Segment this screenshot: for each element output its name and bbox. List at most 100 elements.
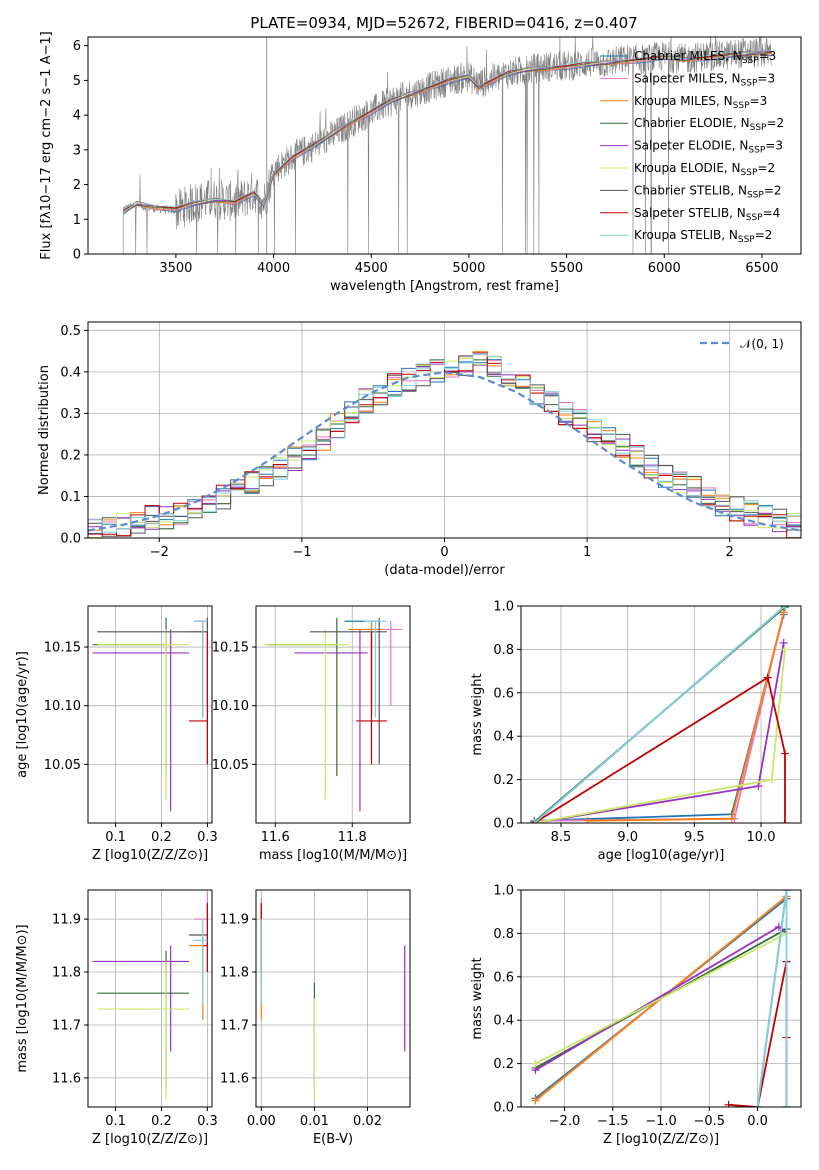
- y-tick-label: 4: [73, 109, 81, 124]
- axes-frame: [87, 36, 802, 255]
- axes-frame: [255, 889, 411, 1108]
- model-spectrum-line: [123, 50, 772, 210]
- x-axis-label: E(B-V): [313, 1132, 353, 1147]
- x-tick-label: −1.5: [597, 1114, 629, 1129]
- x-tick-label: 11.8: [338, 830, 367, 845]
- y-tick-label: 0.3: [60, 407, 81, 422]
- mass-weight-line: [756, 890, 788, 1107]
- x-tick-label: 0.2: [151, 1114, 172, 1129]
- plus-marker: [753, 1103, 762, 1107]
- y-tick-label: 11.7: [220, 1018, 249, 1033]
- y-tick-label: 10.15: [44, 641, 81, 656]
- plus-marker: [530, 819, 539, 823]
- y-tick-label: 11.6: [52, 1071, 81, 1086]
- y-tick-label: 0.4: [60, 365, 81, 380]
- y-axis-label: age [log10(age/yr)]: [15, 651, 30, 778]
- x-axis-label: mass [log10(M/M/M⊙)]: [259, 848, 407, 863]
- plus-marker: [754, 782, 763, 791]
- axes-frame: [255, 605, 411, 824]
- axes-frame: [520, 889, 802, 1108]
- plus-marker: [531, 1059, 540, 1068]
- y-tick-label: 10.10: [44, 699, 81, 714]
- x-tick-label: 8.5: [551, 830, 572, 845]
- axes-frame: [87, 605, 213, 824]
- mass-weight-line: [533, 606, 786, 823]
- plus-marker: [724, 1100, 733, 1107]
- x-tick-label: 0.0: [747, 1114, 768, 1129]
- y-tick-label: 5: [73, 74, 81, 89]
- mass-weight-line: [587, 612, 785, 822]
- y-tick-label: 0.4: [493, 1014, 514, 1029]
- legend-entry: Chabrier ELODIE, NSSP=2: [634, 116, 784, 133]
- observed-spectrum-line: [122, 37, 772, 254]
- y-axis-label: Normed distribution: [37, 365, 52, 495]
- y-tick-label: 0: [73, 248, 81, 263]
- y-axis-label: Flux [fλ10−17 erg cm−2 s−1 A−1]: [39, 31, 54, 259]
- x-tick-label: 10.0: [747, 830, 776, 845]
- x-tick-label: 9.5: [684, 830, 705, 845]
- y-tick-label: 1: [73, 213, 81, 228]
- legend-entry: Chabrier STELIB, NSSP=2: [634, 183, 782, 200]
- residual-histogram: [88, 353, 801, 533]
- legend-entry: Kroupa ELODIE, NSSP=2: [634, 161, 775, 178]
- spectrum-legend: Chabrier MILES, NSSP=3 Salpeter MILES, NS…: [600, 49, 784, 245]
- axes-frame: [87, 321, 802, 539]
- plus-marker: [763, 673, 772, 682]
- y-tick-label: 0.8: [493, 643, 514, 658]
- y-tick-label: 0.0: [493, 817, 514, 832]
- x-tick-label: −1.0: [645, 1114, 677, 1129]
- x-axis-label: age [log10(age/yr)]: [598, 848, 725, 863]
- legend-entry: Salpeter MILES, NSSP=3: [634, 71, 775, 88]
- y-tick-label: 0.2: [493, 773, 514, 788]
- residual-legend: 𝒩(0, 1): [700, 337, 784, 351]
- z-mass-panel: 0.1 0.2 0.3 11.6 11.7 11.8 11.9 Z [log10(Z/Z/Z⊙…: [15, 889, 218, 1147]
- y-axis-label: mass weight: [470, 957, 485, 1039]
- y-tick-label: 0.2: [60, 448, 81, 463]
- legend-entry: Salpeter ELODIE, NSSP=3: [634, 139, 783, 156]
- plus-marker: [781, 606, 789, 610]
- legend-entry: 𝒩(0, 1): [740, 337, 784, 351]
- y-tick-label: 0.0: [493, 1101, 514, 1116]
- plus-marker: [767, 775, 776, 784]
- x-tick-label: 5000: [452, 261, 485, 276]
- legend-entry: Kroupa STELIB, NSSP=2: [634, 228, 772, 245]
- mass-age-panel: 11.6 11.8 10.05 10.10 10.15 mass [log10(M/M/M…: [212, 605, 411, 863]
- plus-marker: [583, 816, 592, 823]
- y-tick-label: 6: [73, 39, 81, 54]
- axes-frame: [520, 605, 802, 824]
- y-tick-label: 10.15: [212, 641, 249, 656]
- x-tick-label: −1: [292, 545, 311, 560]
- mass-weight-line: [534, 642, 785, 823]
- y-tick-label: 10.05: [44, 758, 81, 773]
- figure-title: PLATE=0934, MJD=52672, FIBERID=0416, z=0…: [250, 14, 637, 32]
- plus-marker: [781, 749, 789, 758]
- y-tick-label: 1.0: [493, 884, 514, 899]
- plus-marker: [781, 645, 789, 654]
- x-tick-label: 9.0: [617, 830, 638, 845]
- residual-panel: −2 −1 0 1 2 0.0 0.1 0.2 0.3 0.4 0.5 (data-model)/er…: [37, 321, 802, 578]
- x-tick-label: 0.00: [247, 1114, 276, 1129]
- x-tick-label: 4500: [355, 261, 388, 276]
- y-tick-label: 0.0: [60, 532, 81, 547]
- normal-curve: [88, 371, 801, 532]
- x-axis-label: Z [log10(Z/Z/Z⊙)]: [92, 848, 208, 863]
- x-tick-label: 0.2: [151, 830, 172, 845]
- x-tick-label: 0.02: [353, 1114, 382, 1129]
- plot-area: [92, 617, 209, 812]
- y-axis-label: mass weight: [470, 673, 485, 755]
- x-tick-label: 3500: [159, 261, 192, 276]
- y-tick-label: 1.0: [493, 600, 514, 615]
- mass-weight-line: [533, 676, 786, 823]
- ebv-mass-panel: 0.00 0.01 0.02 11.6 11.7 11.8 11.9 E(B-V): [220, 889, 411, 1147]
- y-tick-label: 0.4: [493, 730, 514, 745]
- x-tick-label: −2.0: [549, 1114, 581, 1129]
- x-tick-label: −0.5: [693, 1114, 725, 1129]
- legend-entry: Chabrier MILES, NSSP=3: [634, 49, 776, 66]
- axes-frame: [87, 889, 213, 1108]
- y-tick-label: 0.8: [493, 927, 514, 942]
- spectrum-panel: 3500 4000 4500 5000 5500 6000 6500 0 1 2 3 4 5 6 wavel…: [39, 31, 802, 294]
- x-tick-label: 0: [440, 545, 448, 560]
- x-tick-label: 0.1: [105, 1114, 126, 1129]
- y-tick-label: 0.6: [493, 970, 514, 985]
- plot-area: [88, 351, 801, 538]
